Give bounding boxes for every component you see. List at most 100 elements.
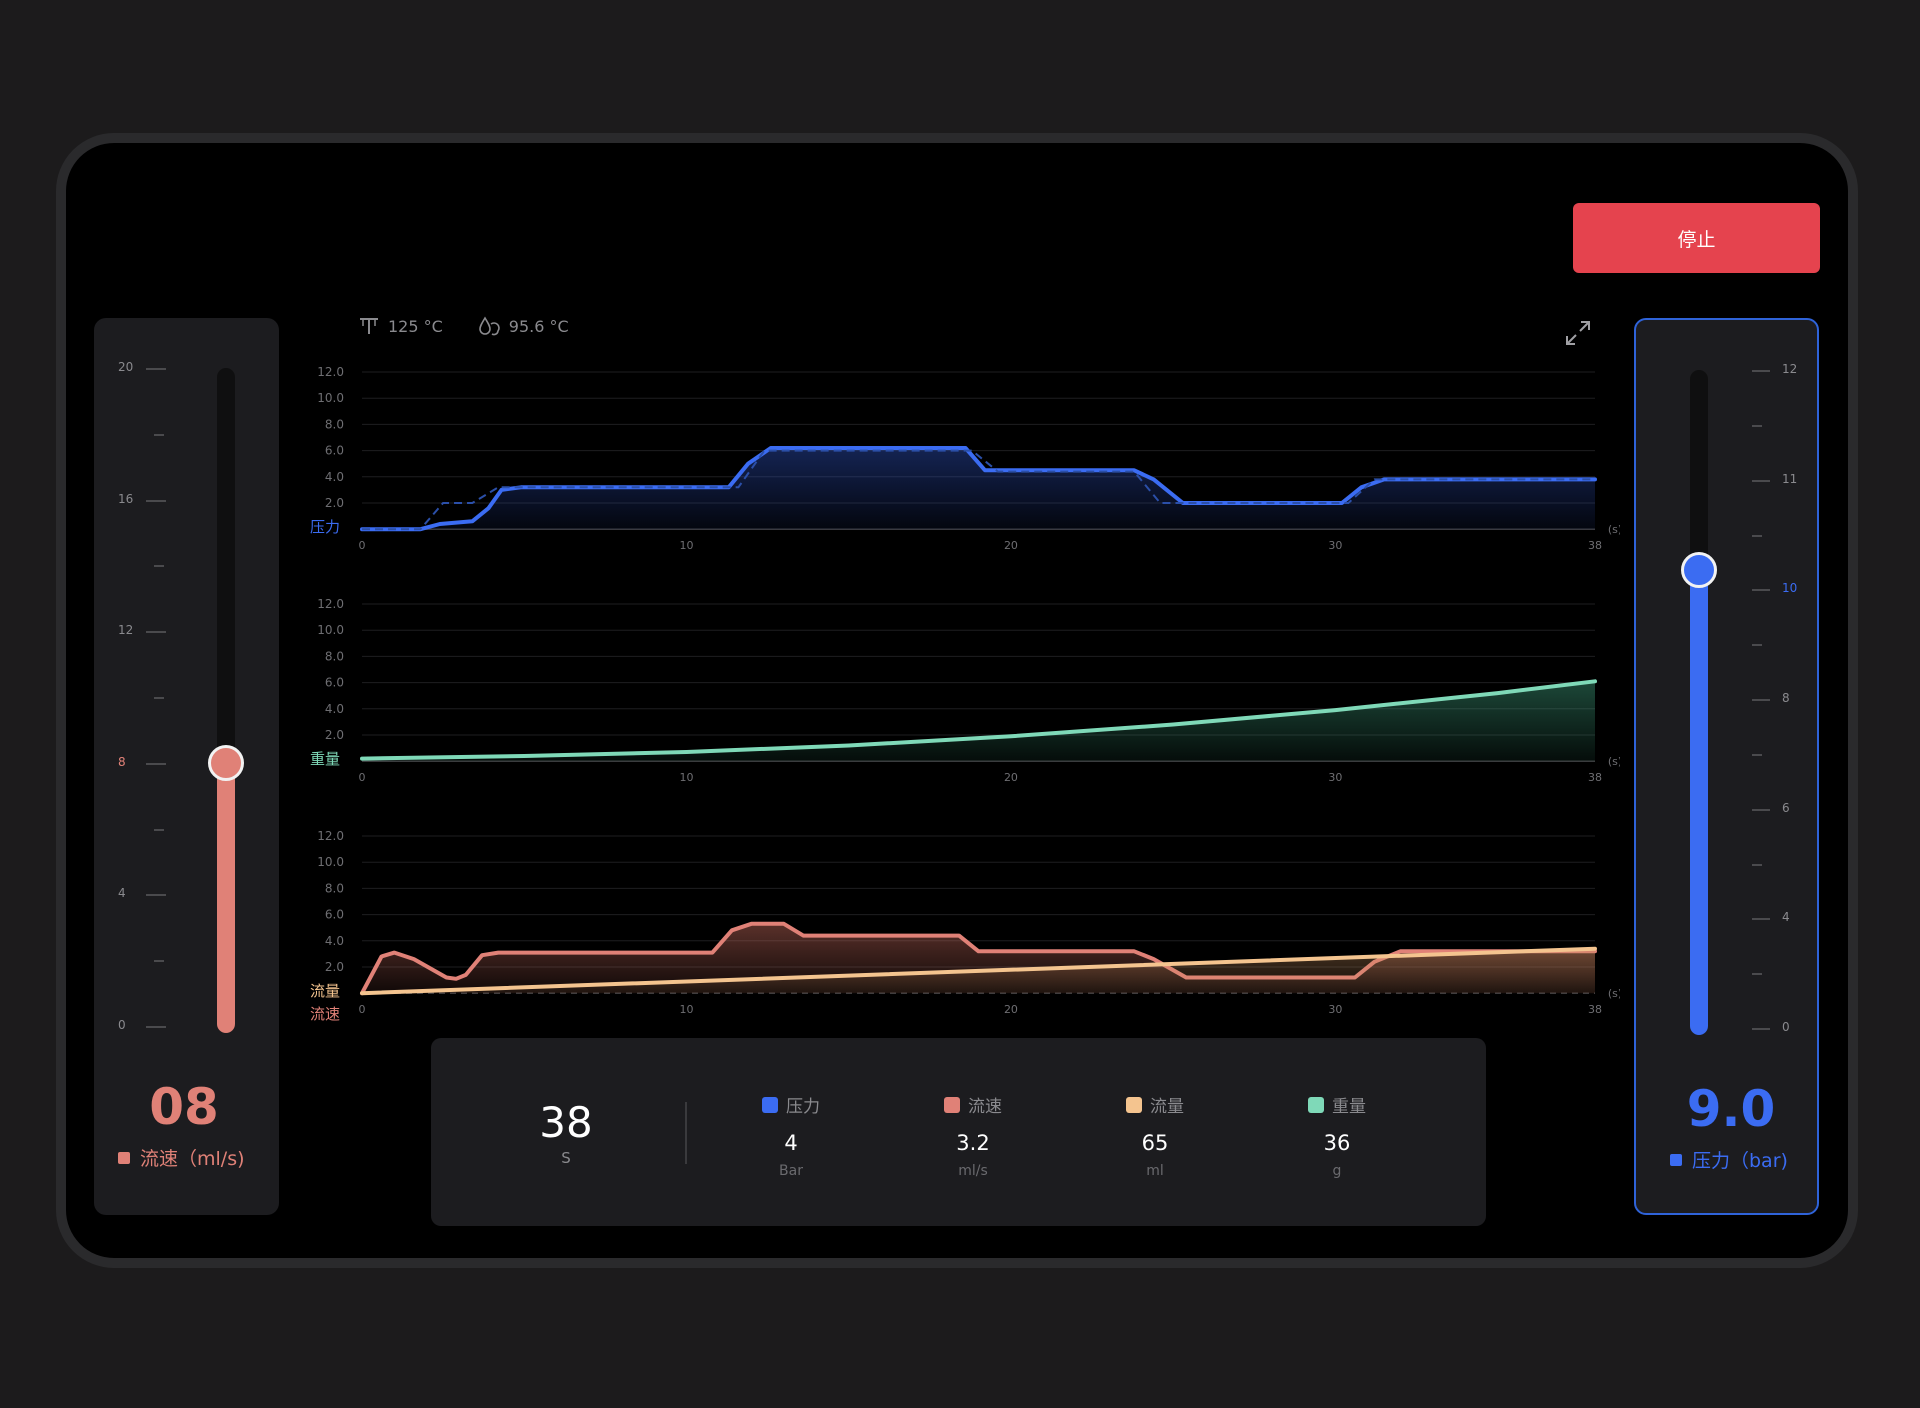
major-tick <box>1752 1028 1770 1030</box>
x-tick-label: 30 <box>1328 539 1342 552</box>
x-tick-label: 20 <box>1004 1003 1018 1016</box>
major-tick <box>146 1026 166 1028</box>
tick-label: 4 <box>1782 910 1790 925</box>
stat-swatch <box>762 1096 778 1113</box>
major-tick <box>146 894 166 897</box>
major-tick <box>1752 808 1770 811</box>
x-tick-label: 30 <box>1328 771 1342 784</box>
major-tick <box>1752 918 1770 921</box>
stat-label: 重量 <box>1277 1092 1397 1117</box>
series-area <box>362 681 1595 762</box>
minor-tick <box>154 960 164 963</box>
stats-divider <box>685 1102 687 1164</box>
major-tick <box>1752 370 1770 372</box>
minor-tick <box>154 565 164 568</box>
charts-area: 12.0 10.0 8.0 6.0 4.0 2.0 0 10 20 30 38 (s) 压力 12.0 10… <box>310 365 1620 1023</box>
pressure-slider-handle[interactable] <box>1681 552 1717 588</box>
x-tick-label: 10 <box>679 1003 693 1016</box>
stat-unit: g <box>1332 1163 1342 1179</box>
y-axis-label: 流量 <box>310 982 340 1000</box>
pressure-value: 9.0 <box>1686 1080 1776 1138</box>
stat-label: 压力 <box>731 1092 851 1117</box>
flow-legend-swatch <box>118 1151 130 1164</box>
stat-item: 压力 4 Bar <box>731 1092 851 1179</box>
tick-label: 10 <box>1782 581 1798 596</box>
stat-label-text: 重量 <box>1332 1097 1366 1117</box>
series-area <box>362 448 1595 530</box>
x-tick-label: 38 <box>1588 771 1602 784</box>
tick-label: 4 <box>118 886 126 901</box>
series-line <box>360 946 1597 996</box>
elapsed-time-value: 38 <box>539 1098 593 1147</box>
flow-rate-unit: 流速（ml/s) <box>118 1144 245 1171</box>
y-tick-label: 12.0 <box>317 597 344 611</box>
stat-unit: ml/s <box>958 1163 988 1179</box>
flow-slider-track[interactable] <box>217 368 235 1033</box>
flow-slider-handle[interactable] <box>208 744 244 781</box>
minor-tick <box>1752 534 1762 537</box>
y-tick-label: 2.0 <box>325 496 344 510</box>
major-tick <box>146 631 166 634</box>
tick-label: 0 <box>1782 1020 1790 1034</box>
stat-swatch <box>1126 1096 1142 1113</box>
y-tick-label: 6.0 <box>325 444 344 458</box>
stat-item: 流速 3.2 ml/s <box>913 1092 1033 1179</box>
stat-label-text: 压力 <box>786 1097 820 1117</box>
major-tick <box>1752 589 1770 592</box>
pressure-slider-track[interactable] <box>1690 370 1708 1035</box>
boiler-temperature-value: 125 °C <box>388 316 443 336</box>
stat-label-text: 流量 <box>1150 1097 1184 1117</box>
tick-label: 6 <box>1782 800 1790 815</box>
y-tick-label: 2.0 <box>325 960 344 974</box>
flow-rate-value: 08 <box>149 1078 219 1136</box>
minor-tick <box>1752 644 1762 647</box>
minor-tick <box>1752 753 1762 756</box>
stat-item: 重量 36 g <box>1277 1092 1397 1179</box>
stats-panel: 38 S 压力 4 Bar 流速 3.2 ml/s 流量 65 ml 重量 36 g <box>431 1038 1486 1226</box>
boiler-temperature: 125 °C <box>358 316 443 336</box>
minor-tick <box>154 697 164 699</box>
stat-swatch <box>1308 1096 1324 1113</box>
tick-label: 8 <box>118 754 126 769</box>
y-tick-label: 10.0 <box>317 391 344 405</box>
y-tick-label: 4.0 <box>325 702 344 716</box>
x-unit-label: (s) <box>1608 755 1620 768</box>
elapsed-time-unit: S <box>561 1149 571 1167</box>
stat-label-text: 流速 <box>968 1097 1002 1117</box>
y-tick-label: 12.0 <box>317 829 344 843</box>
stop-button[interactable]: 停止 <box>1573 203 1820 273</box>
flow-slider-fill <box>217 762 235 1033</box>
stat-item: 流量 65 ml <box>1095 1092 1215 1179</box>
tick-label: 16 <box>118 491 134 506</box>
flow-rate-slider-panel: 20 16 12 8 4 0 08 流速（ml/s) <box>94 318 279 1215</box>
water-temperature-value: 95.6 °C <box>508 316 569 336</box>
temperature-readouts: 125 °C 95.6 °C <box>358 315 569 337</box>
stat-value: 65 <box>1141 1131 1169 1155</box>
x-tick-label: 0 <box>359 771 366 784</box>
minor-tick <box>1752 863 1762 866</box>
major-tick <box>146 762 166 765</box>
pressure-legend-swatch <box>1670 1153 1682 1166</box>
y-tick-label: 8.0 <box>325 417 344 431</box>
tick-label: 12 <box>1782 362 1798 376</box>
stat-value: 4 <box>784 1131 798 1155</box>
stat-unit: Bar <box>779 1163 803 1179</box>
water-temperature: 95.6 °C <box>477 315 569 337</box>
x-tick-label: 0 <box>359 539 366 552</box>
y-tick-label: 2.0 <box>325 728 344 742</box>
stat-swatch <box>944 1096 960 1113</box>
y-tick-label: 12.0 <box>317 365 344 379</box>
stat-label: 流量 <box>1095 1092 1215 1117</box>
tick-label: 0 <box>118 1018 126 1032</box>
minor-tick <box>1752 973 1762 976</box>
y-tick-label: 10.0 <box>317 623 344 637</box>
major-tick <box>146 368 166 370</box>
minor-tick <box>154 433 164 436</box>
stat-unit: ml <box>1146 1163 1164 1179</box>
expand-icon[interactable] <box>1563 318 1593 348</box>
y-tick-label: 6.0 <box>325 908 344 922</box>
y-axis-label-secondary: 流速 <box>310 1005 340 1023</box>
stat-label: 流速 <box>913 1092 1033 1117</box>
x-tick-label: 10 <box>679 771 693 784</box>
major-tick <box>1752 699 1770 701</box>
